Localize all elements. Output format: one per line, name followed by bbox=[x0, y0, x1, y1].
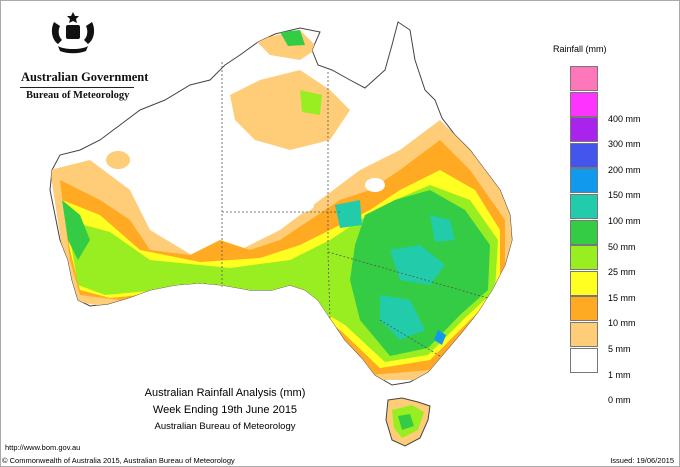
legend-label: 10 mm bbox=[608, 318, 636, 329]
bureau-name: Bureau of Meteorology bbox=[26, 90, 130, 101]
legend-label: 100 mm bbox=[608, 216, 641, 226]
legend-swatch bbox=[570, 245, 598, 271]
legend-label: 300 mm bbox=[608, 139, 641, 150]
map-source: Australian Bureau of Meteorology bbox=[154, 421, 296, 432]
legend-swatch bbox=[570, 168, 598, 194]
legend-swatch bbox=[570, 66, 598, 91]
legend-swatch bbox=[570, 117, 598, 143]
government-logo: Australian Government Bureau of Meteorol… bbox=[10, 10, 148, 101]
legend-label: 400 mm bbox=[608, 113, 641, 124]
legend-swatch bbox=[570, 194, 598, 219]
divider bbox=[20, 87, 134, 88]
legend-swatch bbox=[570, 142, 598, 168]
legend-label: 150 mm bbox=[608, 190, 641, 201]
legend-label: 0 mm bbox=[608, 395, 631, 406]
legend-label: 15 mm bbox=[608, 292, 636, 303]
legend-swatch bbox=[570, 347, 598, 373]
legend-swatch bbox=[570, 91, 598, 117]
state-borders bbox=[221, 62, 489, 357]
legend-swatch bbox=[570, 270, 598, 296]
map-subtitle: Week Ending 19th June 2015 bbox=[152, 404, 298, 416]
legend-swatch bbox=[570, 322, 598, 347]
copyright-notice: © Commonwealth of Australia 2015, Austra… bbox=[2, 456, 235, 465]
legend-label: 1 mm bbox=[608, 369, 631, 380]
legend-label: 50 mm bbox=[608, 241, 636, 252]
rainfall-fill bbox=[50, 30, 512, 380]
legend-title: Rainfall (mm) bbox=[553, 44, 607, 54]
legend-swatch bbox=[570, 296, 598, 322]
coat-of-arms-icon bbox=[51, 12, 95, 54]
map-title: Australian Rainfall Analysis (mm) bbox=[144, 387, 306, 399]
bom-url-link[interactable]: http://www.bom.gov.au bbox=[5, 443, 81, 452]
legend-label: 200 mm bbox=[608, 164, 641, 175]
legend-label: 25 mm bbox=[608, 267, 636, 278]
government-name: Australian Government bbox=[21, 70, 149, 84]
legend-label: 5 mm bbox=[608, 344, 631, 354]
legend-swatch bbox=[570, 219, 598, 245]
issued-date: Issued: 19/06/2015 bbox=[610, 456, 674, 465]
